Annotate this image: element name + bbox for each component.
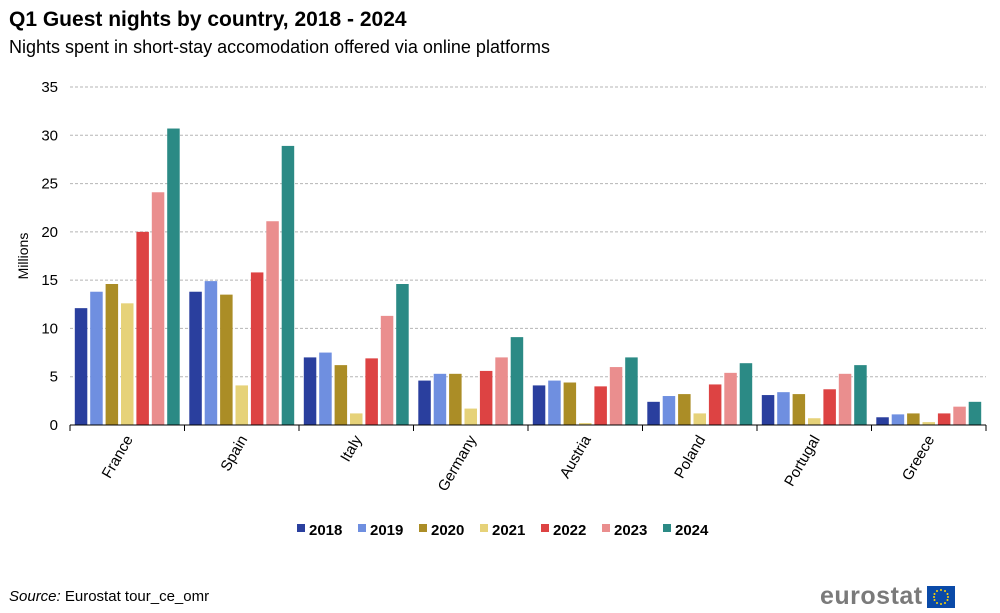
bar-poland-2020: [678, 394, 691, 425]
legend-label-2024: 2024: [675, 522, 709, 539]
x-tick-label: France: [99, 433, 137, 482]
bar-spain-2019: [204, 281, 218, 425]
bar-greece-2024: [968, 401, 982, 425]
bar-portugal-2023: [838, 373, 852, 425]
eurostat-logo: eurostat: [820, 582, 955, 611]
bar-portugal-2020: [792, 394, 806, 425]
y-tick-label: 5: [50, 369, 58, 386]
x-tick-label: Germany: [435, 432, 481, 494]
bar-france-2020: [105, 284, 119, 425]
bar-portugal-2019: [777, 392, 790, 425]
bar-italy-2024: [396, 284, 409, 425]
legend-label-2019: 2019: [370, 522, 403, 539]
bar-poland-2018: [647, 401, 660, 425]
x-tick-label: Spain: [217, 433, 251, 475]
legend-swatch-2024: [663, 524, 671, 532]
bar-poland-2023: [724, 372, 737, 425]
y-tick-label: 25: [41, 176, 58, 193]
bar-portugal-2021: [808, 418, 821, 425]
bar-italy-2018: [303, 357, 317, 425]
bar-austria-2018: [532, 385, 546, 425]
x-tick-label: Austria: [557, 432, 595, 481]
bar-germany-2021: [464, 408, 477, 425]
legend-swatch-2022: [541, 524, 549, 532]
bar-poland-2021: [693, 413, 706, 425]
eu-flag-icon: [926, 585, 955, 608]
legend-label-2021: 2021: [492, 522, 525, 539]
bar-austria-2021: [579, 423, 592, 425]
legend-label-2022: 2022: [553, 522, 586, 539]
bar-portugal-2022: [823, 389, 836, 425]
bar-spain-2022: [250, 272, 264, 425]
y-tick-label: 0: [50, 417, 58, 434]
bar-portugal-2024: [854, 365, 867, 425]
y-axis-label: Millions: [15, 233, 31, 280]
bar-germany-2018: [418, 380, 431, 425]
bar-france-2018: [74, 308, 88, 425]
bar-greece-2021: [922, 422, 935, 425]
y-tick-label: 15: [41, 272, 58, 289]
bar-germany-2023: [495, 357, 508, 425]
bar-france-2022: [136, 231, 149, 425]
x-tick-label: Greece: [899, 433, 938, 484]
bar-portugal-2018: [761, 395, 775, 425]
bar-austria-2024: [625, 357, 638, 425]
bar-austria-2023: [609, 367, 623, 425]
y-tick-label: 35: [41, 79, 58, 96]
bar-france-2023: [151, 192, 165, 425]
bar-italy-2023: [380, 315, 394, 425]
x-tick-label: Portugal: [781, 433, 824, 490]
bar-spain-2021: [235, 385, 248, 425]
bar-greece-2023: [953, 406, 966, 425]
bar-germany-2020: [449, 373, 462, 425]
chart-title: Q1 Guest nights by country, 2018 - 2024: [9, 8, 407, 31]
y-tick-label: 20: [41, 224, 58, 241]
bar-greece-2018: [876, 417, 889, 425]
bar-greece-2022: [937, 413, 951, 425]
legend-label-2018: 2018: [309, 522, 342, 539]
bar-france-2019: [90, 291, 103, 425]
bar-austria-2019: [548, 380, 561, 425]
bar-spain-2020: [220, 294, 233, 425]
bar-germany-2022: [479, 370, 493, 425]
x-tick-label: Italy: [337, 432, 366, 465]
legend-swatch-2023: [602, 524, 610, 532]
legend-swatch-2018: [297, 524, 305, 532]
chart-subtitle: Nights spent in short-stay accomodation …: [9, 37, 550, 57]
legend-swatch-2019: [358, 524, 366, 532]
bar-italy-2022: [365, 358, 378, 425]
bar-spain-2024: [281, 145, 295, 425]
bar-france-2024: [167, 128, 180, 426]
source-note: Source: Eurostat tour_ce_omr: [9, 588, 209, 605]
source-text: Eurostat tour_ce_omr: [64, 588, 210, 605]
legend-label-2020: 2020: [431, 522, 464, 539]
bar-germany-2019: [433, 373, 447, 425]
y-tick-label: 30: [41, 127, 58, 144]
bar-greece-2019: [891, 414, 905, 425]
legend-swatch-2020: [419, 524, 427, 532]
logo-text: eurostat: [820, 582, 923, 610]
bar-austria-2022: [594, 386, 607, 425]
bar-italy-2020: [334, 365, 348, 425]
bar-greece-2020: [907, 413, 920, 425]
bar-poland-2022: [708, 384, 722, 425]
legend-swatch-2021: [480, 524, 488, 532]
source-label: Source:: [9, 588, 61, 605]
y-tick-label: 10: [41, 320, 58, 337]
bar-italy-2019: [319, 352, 332, 425]
bar-austria-2020: [563, 382, 577, 425]
bar-poland-2024: [739, 363, 753, 425]
bar-germany-2024: [510, 337, 524, 425]
bar-spain-2023: [266, 221, 279, 425]
bar-spain-2018: [189, 291, 202, 425]
bar-france-2021: [121, 303, 134, 425]
bar-poland-2019: [662, 396, 676, 425]
x-tick-label: Poland: [671, 433, 709, 482]
bar-italy-2021: [350, 413, 363, 425]
legend-label-2023: 2023: [614, 522, 647, 539]
